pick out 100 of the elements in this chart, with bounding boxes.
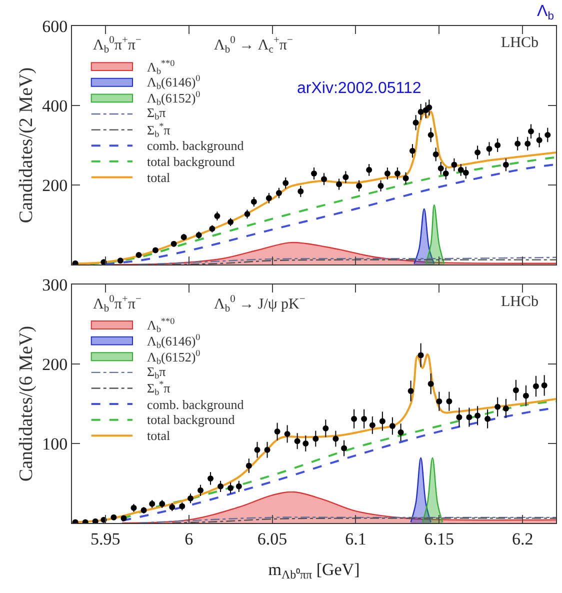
point	[120, 515, 127, 522]
point	[458, 166, 464, 173]
point	[236, 483, 242, 490]
x-axis-title: m$_{Λb⁰ππ}$ [GeV]	[268, 560, 360, 582]
point	[442, 170, 449, 177]
point	[276, 190, 282, 196]
annotation: Λ$_{b}$$^{0}$π$^{+}$π$^{−}$	[93, 294, 142, 314]
point	[266, 195, 272, 202]
point	[418, 108, 424, 115]
point	[136, 252, 142, 258]
point	[100, 259, 107, 265]
annotation: LHCb	[501, 35, 538, 51]
point	[188, 495, 194, 502]
legend-label: Λ$_{b}$(6152)$^{0}$	[147, 348, 201, 366]
legend-label: total	[147, 170, 170, 185]
point	[179, 503, 186, 510]
point	[214, 213, 220, 220]
point	[209, 226, 216, 232]
point	[494, 404, 501, 410]
point	[298, 188, 304, 194]
point	[398, 429, 404, 436]
point	[502, 405, 509, 412]
point	[117, 258, 124, 264]
y-tick-label: 200	[42, 354, 68, 374]
point	[474, 149, 481, 156]
point	[394, 170, 400, 177]
point	[402, 175, 409, 182]
point	[264, 446, 270, 453]
point	[356, 182, 362, 189]
legend-label: Λ$_{b}$(6152)$^{0}$	[147, 89, 201, 108]
point	[294, 438, 300, 444]
x-tick-label: 6	[184, 529, 194, 548]
point	[369, 422, 376, 428]
text: Λ$_{b}$	[93, 37, 110, 56]
point	[282, 180, 289, 186]
legend-label: comb. background	[147, 397, 244, 412]
point	[72, 260, 78, 265]
point	[451, 162, 458, 168]
point	[408, 388, 414, 394]
point	[486, 146, 492, 152]
point	[522, 392, 529, 399]
point	[228, 219, 234, 226]
annotation: Λ$_{b}$$^{0}$ → J/ψ pK$^{−}$	[214, 294, 306, 314]
point	[250, 198, 257, 205]
point	[198, 487, 204, 494]
point	[412, 120, 419, 126]
legend-label: total	[147, 428, 170, 443]
legend-label: total background	[147, 154, 236, 169]
legend-label: total background	[147, 412, 236, 427]
y-tick-label: 100	[42, 434, 68, 454]
point	[246, 462, 252, 469]
y-tick-label: 200	[42, 176, 68, 195]
point	[332, 436, 339, 442]
point	[544, 132, 551, 138]
point	[428, 132, 434, 138]
point	[389, 422, 396, 429]
point	[322, 425, 329, 432]
point	[432, 151, 439, 158]
legend-label: Λ$_{b}$(6146)$^{0}$	[147, 332, 201, 350]
point	[378, 182, 384, 189]
point	[284, 430, 290, 437]
point	[379, 418, 386, 424]
point	[456, 414, 462, 420]
point	[524, 140, 531, 147]
point	[342, 174, 349, 180]
point	[438, 165, 444, 172]
point	[536, 137, 542, 144]
y-axis-title: Candidates/(2 MeV)	[16, 67, 37, 224]
annotation: arXiv:2002.05112	[297, 80, 422, 97]
y-axis-title: Candidates/(6 MeV)	[16, 326, 37, 482]
point	[110, 514, 117, 520]
legend-label: Σ$_{b}$π	[147, 364, 166, 381]
point	[532, 383, 539, 390]
annotation: Λ$_{b}$$^{0}$ → Λ$_{c}$$^{+}$π$^{−}$	[214, 35, 293, 56]
x-tick-label: 6.15	[424, 529, 454, 548]
point	[274, 428, 280, 435]
legend-label: Σ$_{b}$$^{*}$π	[147, 121, 171, 140]
point	[484, 416, 491, 422]
point	[384, 170, 390, 177]
point	[312, 436, 319, 442]
point	[474, 412, 481, 419]
x-tick-label: 5.95	[90, 529, 120, 548]
point	[341, 445, 348, 452]
point	[170, 240, 177, 247]
point	[418, 352, 424, 358]
point	[541, 382, 548, 388]
point	[351, 416, 358, 422]
x-tick-label: 6.2	[512, 529, 534, 548]
point	[494, 142, 501, 148]
point	[228, 485, 234, 492]
point	[502, 162, 509, 168]
point	[361, 416, 368, 422]
point	[140, 507, 147, 514]
legend-label: Σ$_{b}$$^{*}$π	[147, 379, 171, 398]
point	[196, 232, 202, 238]
point	[528, 128, 534, 134]
legend-label: Σ$_{b}$π	[147, 105, 166, 122]
point	[92, 518, 98, 523]
point	[302, 440, 309, 446]
point	[208, 475, 214, 482]
